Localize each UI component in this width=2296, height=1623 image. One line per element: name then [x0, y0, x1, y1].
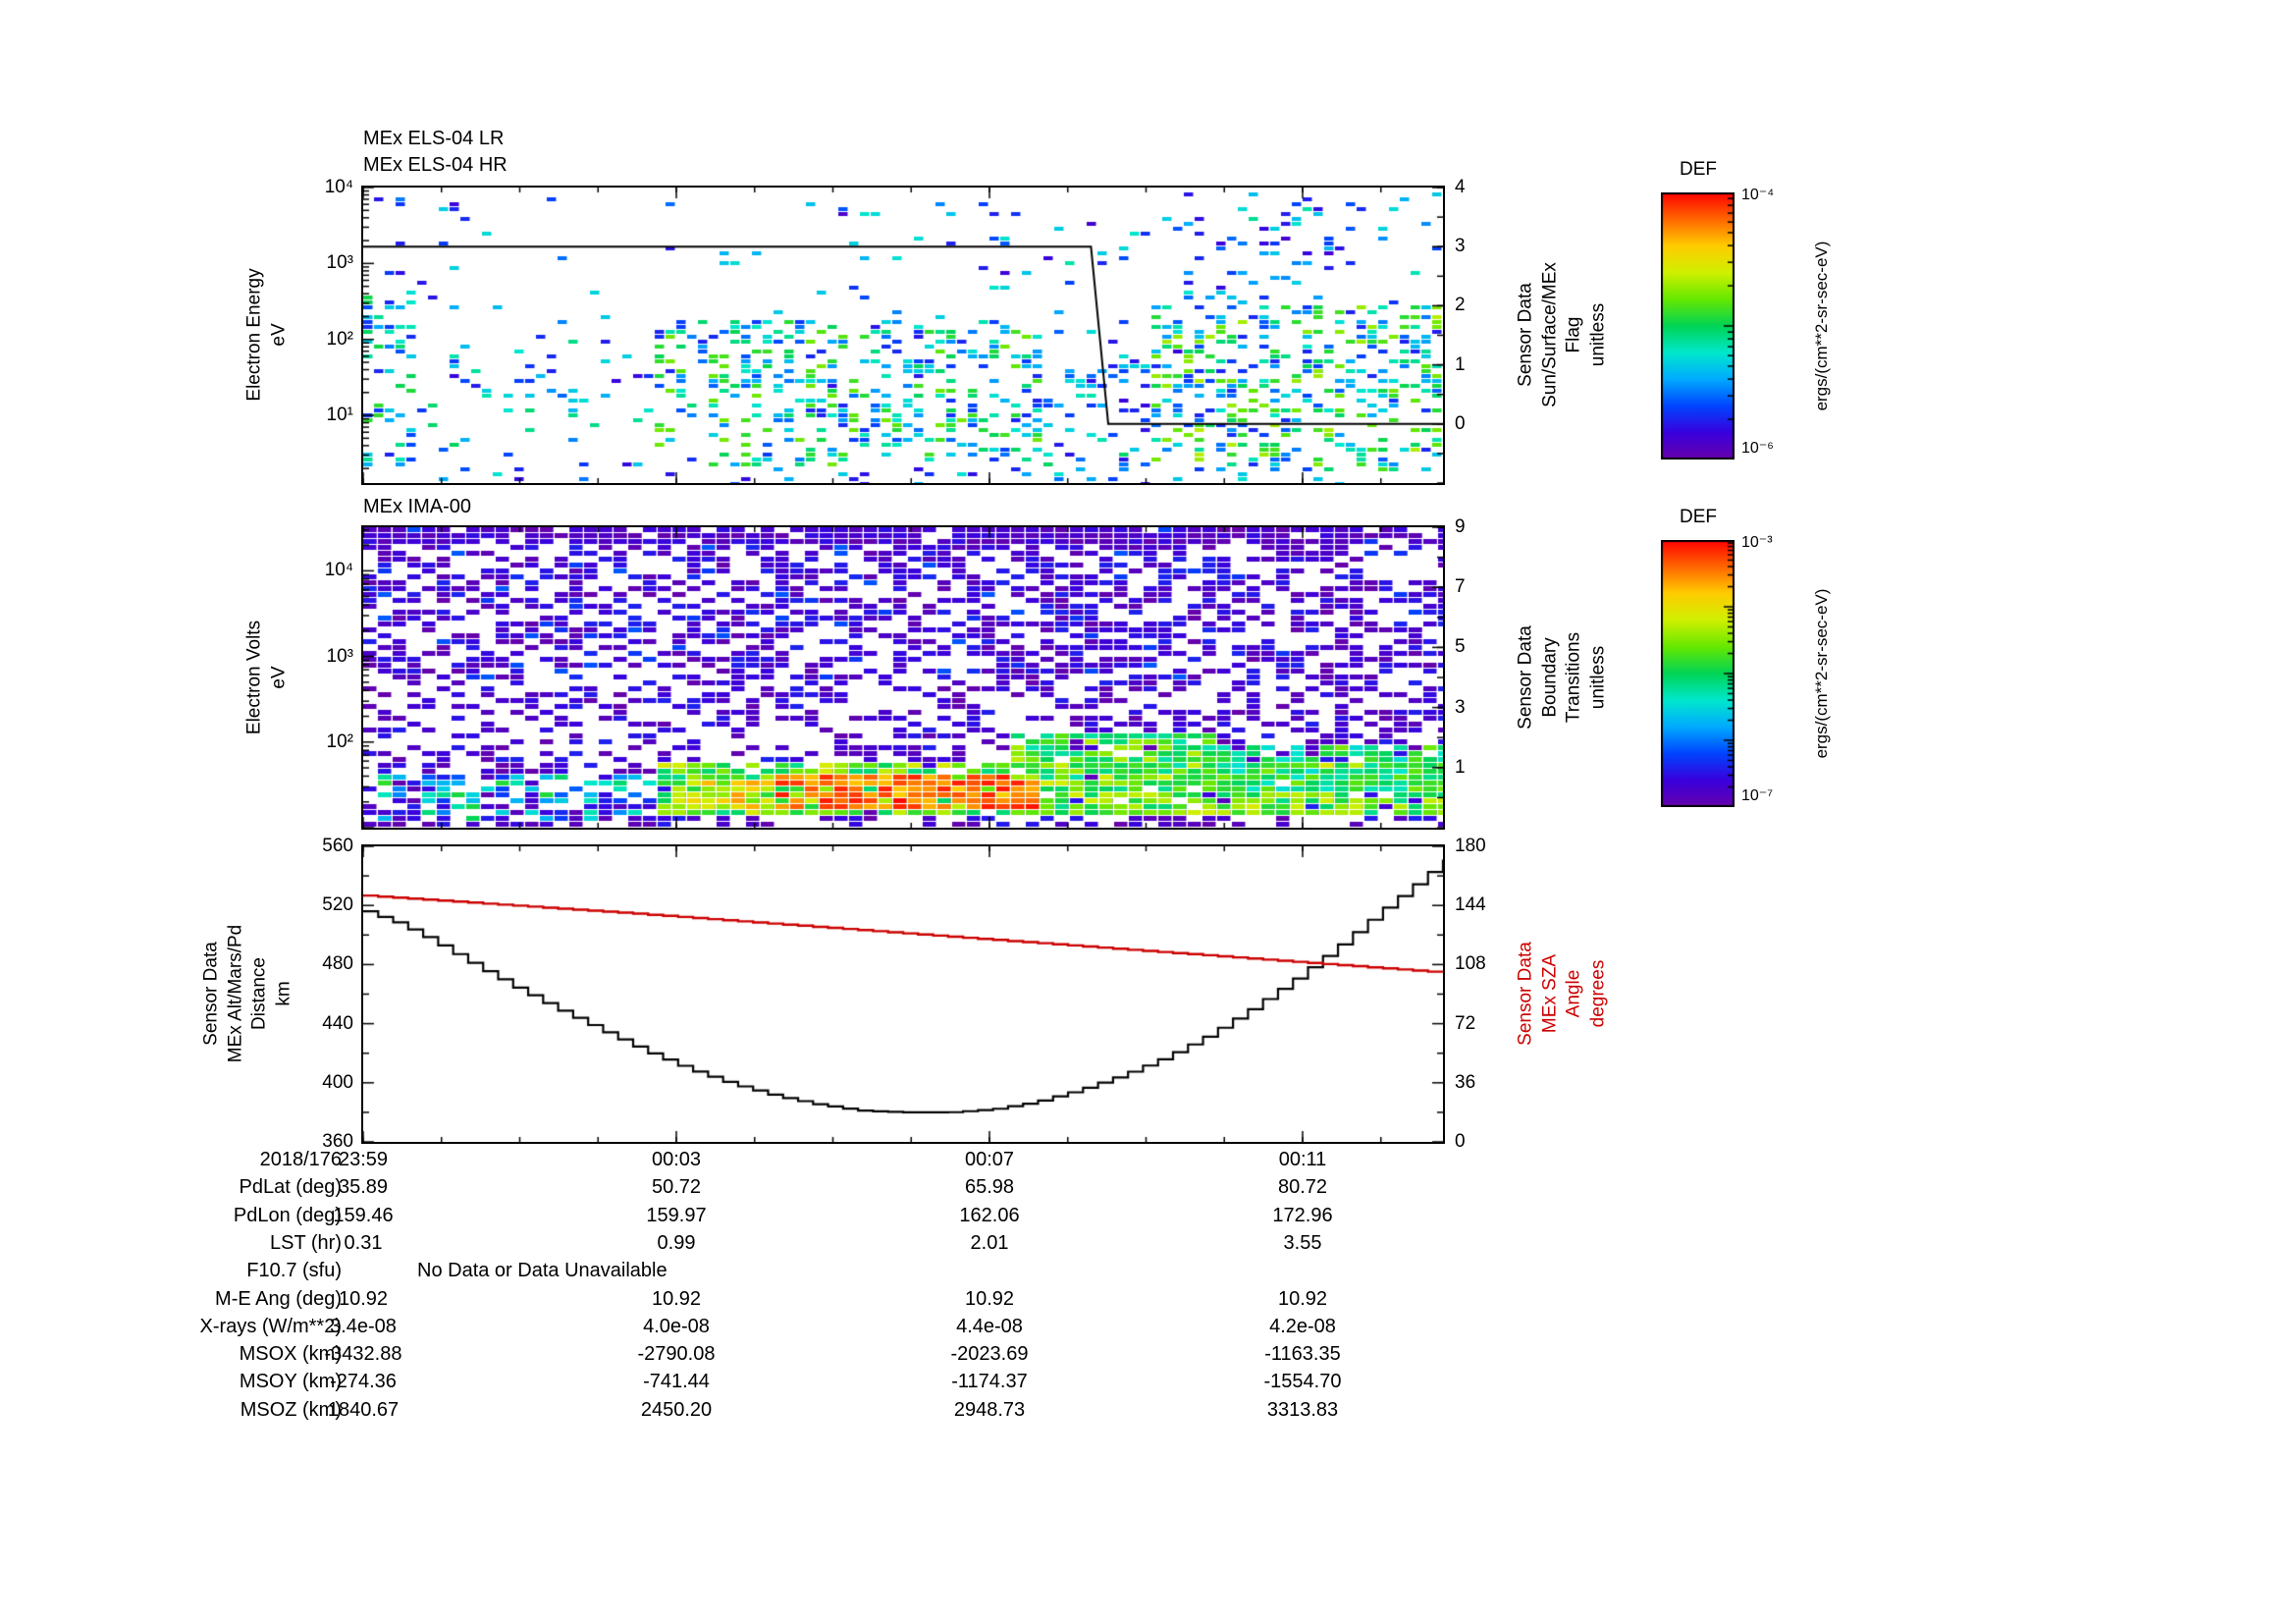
els-spectrogram-panel	[361, 186, 1445, 485]
colorbar2-min-label: 10⁻⁷	[1741, 787, 1774, 804]
ephemeris-row-4-value: 10.92	[651, 1288, 702, 1310]
ephemeris-row-7-value: -1174.37	[951, 1371, 1028, 1392]
time-row-value: 00:07	[964, 1149, 1015, 1170]
ephemeris-row-6-value: -2790.08	[637, 1343, 716, 1365]
alt-right-tick-label: 72	[1455, 1012, 1476, 1034]
ephemeris-row-8-value: 1840.67	[327, 1399, 400, 1421]
alt-left-tick-label: 360	[322, 1131, 353, 1152]
ephemeris-row-6-label: MSOX (km)	[239, 1343, 342, 1365]
ima-spectrogram-panel	[361, 525, 1445, 830]
els-right-tick-label: 1	[1455, 353, 1466, 375]
ephemeris-row-4-label: M-E Ang (deg)	[215, 1288, 342, 1310]
alt-right-tick-label: 108	[1455, 953, 1486, 975]
ephemeris-row-0-value: 80.72	[1277, 1176, 1328, 1198]
els-left-tick-label: 10⁴	[324, 177, 353, 197]
colorbar1-max-label: 10⁻⁴	[1741, 187, 1775, 203]
ima-left-tick-label: 10³	[326, 645, 353, 667]
colorbar1-title: DEF	[1680, 159, 1717, 180]
ephemeris-row-2-value: 0.99	[657, 1232, 696, 1254]
ephemeris-row-0-value: 35.89	[338, 1176, 389, 1198]
ephemeris-row-6-value: -2023.69	[950, 1343, 1029, 1365]
time-row-value: 00:11	[1278, 1149, 1327, 1170]
colorbar2-max-label: 10⁻³	[1741, 534, 1773, 551]
ephemeris-row-4-value: 10.92	[964, 1288, 1015, 1310]
time-row-value: 00:03	[651, 1149, 702, 1170]
alt-left-tick-label: 520	[322, 894, 353, 916]
ephemeris-row-2-value: 2.01	[970, 1232, 1009, 1254]
colorbar1-unit-label: ergs/(cm**2-sr-sec-eV)	[1811, 241, 1831, 411]
alt-right-tick-label: 180	[1455, 836, 1486, 856]
ephemeris-row-1-value: 159.46	[333, 1205, 394, 1226]
els-flag-axis-label: Sensor Data Sun/Surface/MEx Flag unitles…	[1515, 262, 1609, 407]
els-left-tick-label: 10²	[326, 328, 353, 350]
ephemeris-row-6-value: -3432.88	[324, 1343, 402, 1365]
alt-right-tick-label: 0	[1455, 1131, 1466, 1152]
els-right-tick-label: 3	[1455, 236, 1466, 257]
ephemeris-row-7-label: MSOY (km)	[239, 1371, 342, 1392]
els-title-lr: MEx ELS-04 LR	[363, 128, 505, 149]
ephemeris-row-1-value: 172.96	[1272, 1205, 1333, 1226]
els-right-tick-label: 4	[1455, 177, 1466, 197]
alt-left-tick-label: 440	[322, 1012, 353, 1034]
colorbar2-title: DEF	[1680, 507, 1717, 527]
ephemeris-row-1-label: PdLon (deg)	[233, 1205, 342, 1226]
ima-right-tick-label: 5	[1455, 636, 1466, 658]
els-title-hr: MEx ELS-04 HR	[363, 154, 507, 176]
ephemeris-row-0-label: PdLat (deg)	[239, 1176, 342, 1198]
ephemeris-row-4-value: 10.92	[338, 1288, 389, 1310]
ima-title: MEx IMA-00	[363, 496, 472, 517]
ephemeris-row-3-note: No Data or Data Unavailable	[417, 1260, 667, 1281]
ephemeris-row-7-value: -274.36	[330, 1371, 397, 1392]
ephemeris-row-8-label: MSOZ (km)	[240, 1399, 342, 1421]
alt-left-tick-label: 400	[322, 1071, 353, 1093]
ima-left-tick-label: 10²	[326, 730, 353, 752]
ephemeris-row-3-label: F10.7 (sfu)	[246, 1260, 342, 1281]
ephemeris-row-8-value: 2450.20	[640, 1399, 713, 1421]
ephemeris-row-8-value: 2948.73	[953, 1399, 1026, 1421]
ephemeris-row-2-label: LST (hr)	[270, 1232, 342, 1254]
ima-spectrogram	[363, 527, 1443, 828]
alt-right-tick-label: 144	[1455, 894, 1486, 916]
els-right-tick-label: 2	[1455, 295, 1466, 316]
ima-right-tick-label: 1	[1455, 756, 1466, 778]
ima-right-tick-label: 3	[1455, 696, 1466, 718]
ephemeris-row-5-label: X-rays (W/m**2)	[199, 1316, 342, 1337]
altitude-axis-label: Sensor Data MEx Alt/Mars/Pd Distance km	[200, 924, 294, 1063]
ephemeris-row-2-value: 0.31	[344, 1232, 383, 1254]
ephemeris-row-0-value: 65.98	[964, 1176, 1015, 1198]
ephemeris-row-5-value: 4.4e-08	[956, 1316, 1023, 1337]
ephemeris-row-6-value: -1163.35	[1264, 1343, 1341, 1365]
altitude-sza-panel	[361, 844, 1445, 1144]
ephemeris-row-0-value: 50.72	[651, 1176, 702, 1198]
alt-left-tick-label: 560	[322, 836, 353, 856]
ephemeris-row-5-value: 4.0e-08	[643, 1316, 710, 1337]
colorbar2-gradient	[1661, 540, 1735, 807]
colorbar1-gradient	[1661, 192, 1735, 460]
ima-right-tick-label: 9	[1455, 516, 1466, 537]
time-row-value: 23:59	[338, 1149, 389, 1170]
ima-right-tick-label: 7	[1455, 576, 1466, 598]
ephemeris-row-1-value: 159.97	[646, 1205, 707, 1226]
colorbar1-min-label: 10⁻⁶	[1741, 440, 1774, 457]
els-left-tick-label: 10¹	[326, 405, 353, 426]
ephemeris-row-5-value: 4.2e-08	[1269, 1316, 1336, 1337]
ephemeris-row-1-value: 162.06	[959, 1205, 1020, 1226]
ephemeris-row-8-value: 3313.83	[1266, 1399, 1339, 1421]
time-row-label: 2018/176	[259, 1149, 342, 1170]
ephemeris-row-7-value: -741.44	[643, 1371, 710, 1392]
ephemeris-row-5-value: 3.4e-08	[330, 1316, 397, 1337]
ima-left-tick-label: 10⁴	[324, 560, 353, 581]
colorbar2-unit-label: ergs/(cm**2-sr-sec-eV)	[1811, 588, 1831, 759]
alt-left-tick-label: 480	[322, 953, 353, 975]
ephemeris-row-4-value: 10.92	[1277, 1288, 1328, 1310]
els-left-tick-label: 10³	[326, 252, 353, 274]
altitude-sza-chart	[363, 846, 1443, 1142]
els-right-tick-label: 0	[1455, 412, 1466, 434]
ephemeris-row-7-value: -1554.70	[1263, 1371, 1342, 1392]
ima-y-axis-label: Electron Volts eV	[243, 620, 289, 735]
ephemeris-row-2-value: 3.55	[1283, 1232, 1322, 1254]
alt-right-tick-label: 36	[1455, 1071, 1476, 1093]
els-spectrogram	[363, 188, 1443, 483]
